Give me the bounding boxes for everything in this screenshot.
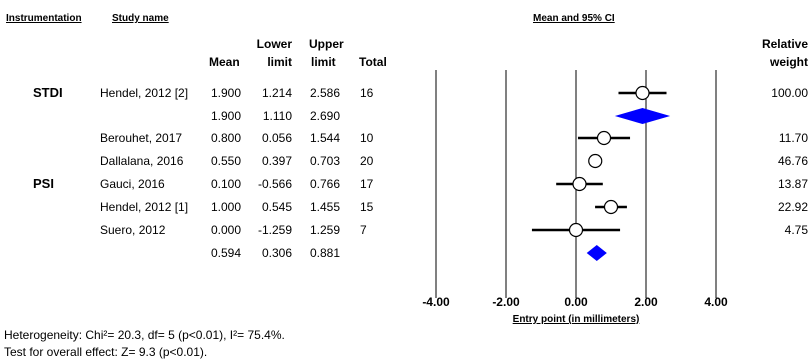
- row-mean: 0.000: [211, 223, 242, 237]
- row-upper: 1.455: [310, 200, 341, 214]
- row-upper: 2.690: [310, 109, 341, 123]
- header-mean: Mean: [209, 55, 240, 69]
- x-tick-label: 4.00: [704, 295, 728, 309]
- row-lower: -0.566: [257, 177, 292, 191]
- row-study: Gauci, 2016: [100, 177, 165, 191]
- row-weight: 11.70: [778, 131, 808, 145]
- study-point: [588, 153, 603, 169]
- row-mean: 1.900: [211, 109, 242, 123]
- header-total: Total: [359, 55, 387, 69]
- row-total: 16: [360, 86, 374, 100]
- row-lower: 0.397: [261, 154, 292, 168]
- x-tick-label: 0.00: [564, 295, 588, 309]
- header-mean-ci: Mean and 95% CI: [533, 13, 615, 24]
- row-total: 20: [360, 154, 374, 168]
- group-label-psi: PSI: [33, 176, 54, 191]
- header-lower-2: limit: [267, 55, 292, 69]
- row-lower: 1.110: [262, 109, 292, 123]
- header-lower-1: Lower: [256, 37, 292, 51]
- row-lower: 0.545: [261, 200, 292, 214]
- study-point: [572, 176, 587, 192]
- summary-diamond: [586, 245, 607, 261]
- row-study: Dallalana, 2016: [100, 154, 184, 168]
- header-upper-2: limit: [311, 55, 336, 69]
- row-total: 7: [360, 223, 367, 237]
- row-study: Hendel, 2012 [2]: [100, 86, 189, 100]
- header-relative-1: Relative: [761, 37, 808, 51]
- row-mean: 0.594: [211, 246, 242, 260]
- row-upper: 1.259: [310, 223, 341, 237]
- row-weight: 100.00: [771, 86, 808, 100]
- x-axis-label: Entry point (in millimeters): [513, 314, 640, 325]
- summary-diamond: [614, 108, 671, 124]
- row-total: 10: [360, 131, 374, 145]
- study-point: [596, 130, 612, 146]
- row-lower: 1.214: [261, 86, 292, 100]
- row-mean: 0.100: [211, 177, 242, 191]
- row-lower: -1.259: [257, 223, 292, 237]
- header-upper-1: Upper: [309, 37, 344, 51]
- heterogeneity-text: Heterogeneity: Chi²= 20.3, df= 5 (p<0.01…: [4, 328, 285, 342]
- row-study: Hendel, 2012 [1]: [100, 200, 189, 214]
- study-point: [635, 85, 650, 101]
- row-mean: 1.900: [211, 86, 242, 100]
- row-upper: 0.766: [310, 177, 341, 191]
- row-weight: 13.87: [777, 177, 808, 191]
- overall-effect-text: Test for overall effect: Z= 9.3 (p<0.01)…: [4, 345, 208, 359]
- row-upper: 2.586: [310, 86, 341, 100]
- group-label-stdi: STDI: [33, 85, 63, 100]
- row-study: Berouhet, 2017: [100, 131, 183, 145]
- row-lower: 0.056: [261, 131, 292, 145]
- header-instrumentation: Instrumentation: [6, 13, 82, 24]
- study-point: [568, 222, 584, 238]
- row-weight: 22.92: [777, 200, 808, 214]
- row-study: Suero, 2012: [100, 223, 166, 237]
- row-upper: 1.544: [310, 131, 341, 145]
- row-mean: 1.000: [211, 200, 242, 214]
- row-upper: 0.881: [310, 246, 341, 260]
- x-tick-label: -2.00: [492, 295, 520, 309]
- x-tick-label: 2.00: [634, 295, 658, 309]
- x-tick-label: -4.00: [422, 295, 450, 309]
- header-relative-2: weight: [770, 55, 808, 69]
- row-weight: 4.75: [784, 223, 808, 237]
- row-mean: 0.550: [211, 154, 242, 168]
- study-point: [603, 199, 619, 215]
- row-mean: 0.800: [211, 131, 242, 145]
- row-upper: 0.703: [310, 154, 341, 168]
- header-study-name: Study name: [112, 13, 169, 24]
- row-total: 17: [360, 177, 374, 191]
- row-lower: 0.306: [261, 246, 292, 260]
- row-total: 15: [360, 200, 374, 214]
- row-weight: 46.76: [777, 154, 808, 168]
